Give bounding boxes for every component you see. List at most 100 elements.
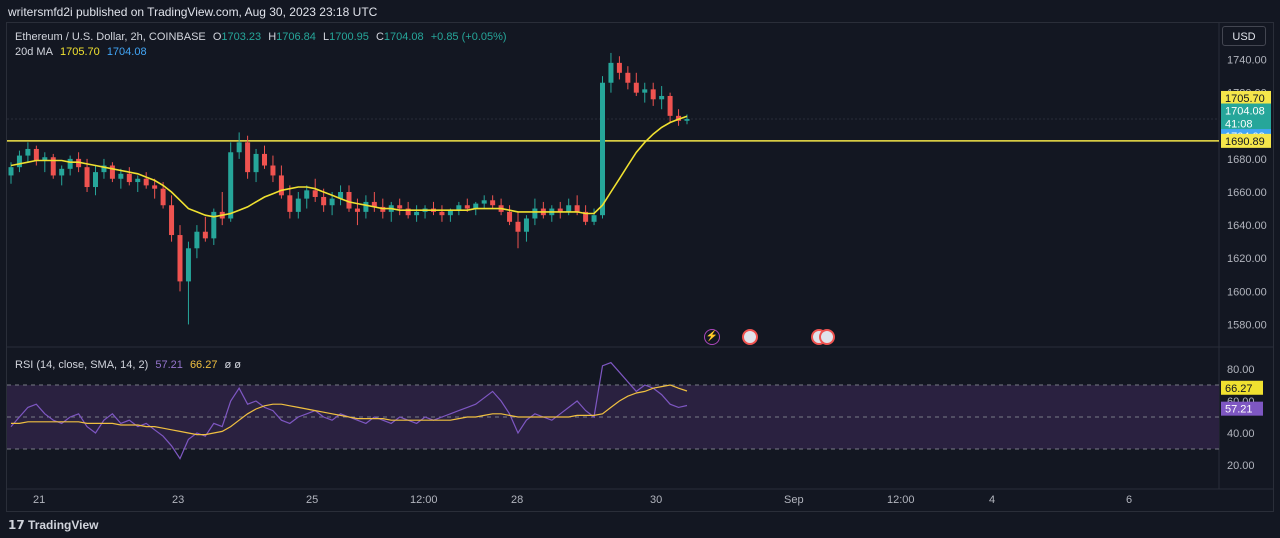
publish-text: writersmfd2i published on TradingView.co… xyxy=(8,5,378,19)
candle-body xyxy=(667,95,673,116)
candle-body xyxy=(532,208,538,219)
candle-body xyxy=(101,165,107,173)
candle-body xyxy=(59,168,65,176)
candle-body xyxy=(464,205,470,209)
candle-body xyxy=(507,211,513,222)
lightning-event-icon[interactable]: ⚡ xyxy=(704,329,720,345)
rsi-sma-value: 66.27 xyxy=(189,359,218,371)
rsi-value-tag-bg xyxy=(1221,401,1263,416)
close-label: C xyxy=(375,31,384,43)
ma-legend: 20d MA 1705.70 1704.08 xyxy=(15,46,151,58)
last-price-tag: 1704.08 xyxy=(1225,106,1265,118)
rsi-extra: ø ø xyxy=(224,359,242,371)
hline-price-tag-bg xyxy=(1221,133,1271,148)
high-value: 1706.84 xyxy=(276,31,316,43)
candle-body xyxy=(354,208,360,212)
open-value: 1703.23 xyxy=(221,31,262,43)
tradingview-logo-text: TradingView xyxy=(28,518,99,532)
chart-frame[interactable]: 1740.001720.001700.001680.001660.001640.… xyxy=(6,22,1274,512)
countdown-tag-bg xyxy=(1221,116,1271,131)
ma-label: 20d MA xyxy=(15,46,53,58)
candle-body xyxy=(262,153,267,166)
candle-body xyxy=(371,201,377,207)
publish-bar: writersmfd2i published on TradingView.co… xyxy=(0,0,1280,22)
close-value: 1704.08 xyxy=(383,31,424,43)
rsi-sma-tag: 66.27 xyxy=(1225,383,1253,395)
price-tick-label: 1620.00 xyxy=(1227,253,1267,265)
rsi-sma-line xyxy=(11,384,688,436)
candle-body xyxy=(490,200,496,206)
chart-svg[interactable]: 1740.001720.001700.001680.001660.001640.… xyxy=(7,23,1273,511)
ma-price-tag: 1705.70 xyxy=(1225,93,1265,105)
candle-body xyxy=(194,231,200,249)
candle-body xyxy=(33,148,39,161)
candle-body xyxy=(143,178,149,186)
candle-body xyxy=(236,142,242,153)
time-tick-label: 28 xyxy=(511,494,523,506)
rsi-tick-label: 40.00 xyxy=(1227,428,1255,440)
tradingview-logo-icon: 𝟭𝟳 xyxy=(8,518,29,532)
candle-body xyxy=(456,205,462,211)
candle-body xyxy=(329,198,335,206)
candle-body xyxy=(650,89,656,100)
candle-body xyxy=(169,205,175,236)
candle-body xyxy=(447,210,453,216)
candle-body xyxy=(84,167,90,188)
time-tick-label: 4 xyxy=(989,494,995,506)
low-value: 1700.95 xyxy=(329,31,369,43)
candle-body xyxy=(177,235,183,282)
candle-body xyxy=(118,173,124,179)
ma-price-tag-bg xyxy=(1221,90,1271,105)
candle-body xyxy=(439,211,445,216)
candle-body xyxy=(574,205,580,212)
time-tick-label: 30 xyxy=(650,494,662,506)
candle-body xyxy=(321,196,327,206)
ma20-line xyxy=(10,115,688,218)
price-tick-label: 1680.00 xyxy=(1227,154,1267,166)
candle-body xyxy=(109,165,115,179)
time-tick-label: 21 xyxy=(33,494,45,506)
candle-body xyxy=(557,208,563,212)
symbol-title: Ethereum / U.S. Dollar, 2h, COINBASE xyxy=(15,31,206,43)
time-tick-label: Sep xyxy=(784,494,804,506)
us-flag-event-icon-3[interactable] xyxy=(819,329,835,345)
candle-body xyxy=(304,190,310,199)
time-tick-label: 12:00 xyxy=(410,494,438,506)
ma-value-2: 1704.08 xyxy=(106,46,147,58)
ohlc-legend: Ethereum / U.S. Dollar, 2h, COINBASE O17… xyxy=(15,31,511,43)
rsi-tick-label: 80.00 xyxy=(1227,364,1255,376)
candle-body xyxy=(684,119,690,121)
candle-body xyxy=(473,203,479,209)
candle-body xyxy=(566,205,572,212)
candle-body xyxy=(397,205,403,209)
hline-price-tag: 1690.89 xyxy=(1225,136,1265,148)
time-tick-label: 12:00 xyxy=(887,494,915,506)
candle-body xyxy=(600,82,605,216)
candle-body xyxy=(16,155,22,168)
candle-body xyxy=(295,198,301,212)
rsi-value-tag: 57.21 xyxy=(1225,404,1253,416)
rsi-label: RSI (14, close, SMA, 14, 2) xyxy=(15,359,149,371)
price-tick-label: 1640.00 xyxy=(1227,220,1267,232)
candle-body xyxy=(278,175,284,196)
price-tick-label: 1600.00 xyxy=(1227,286,1267,298)
price-tick-label: 1660.00 xyxy=(1227,187,1267,199)
candle-body xyxy=(135,178,141,183)
currency-button[interactable]: USD xyxy=(1222,26,1266,46)
high-label: H xyxy=(268,31,277,43)
candle-body xyxy=(363,201,369,212)
candle-body xyxy=(591,215,597,222)
candle-body xyxy=(312,190,318,197)
ma-value-1: 1705.70 xyxy=(59,46,100,58)
candle-body xyxy=(583,211,589,222)
us-flag-event-icon[interactable] xyxy=(742,329,758,345)
rsi-tick-label: 20.00 xyxy=(1227,460,1255,472)
countdown-tag: 41:08 xyxy=(1225,118,1253,130)
candle-body xyxy=(515,221,521,232)
candle-body xyxy=(202,231,208,239)
candle-body xyxy=(608,62,614,83)
candle-body xyxy=(42,157,48,161)
candle-body xyxy=(346,192,352,209)
candle-body xyxy=(253,153,259,173)
tradingview-logo[interactable]: 𝟭𝟳 TradingView xyxy=(8,518,99,532)
